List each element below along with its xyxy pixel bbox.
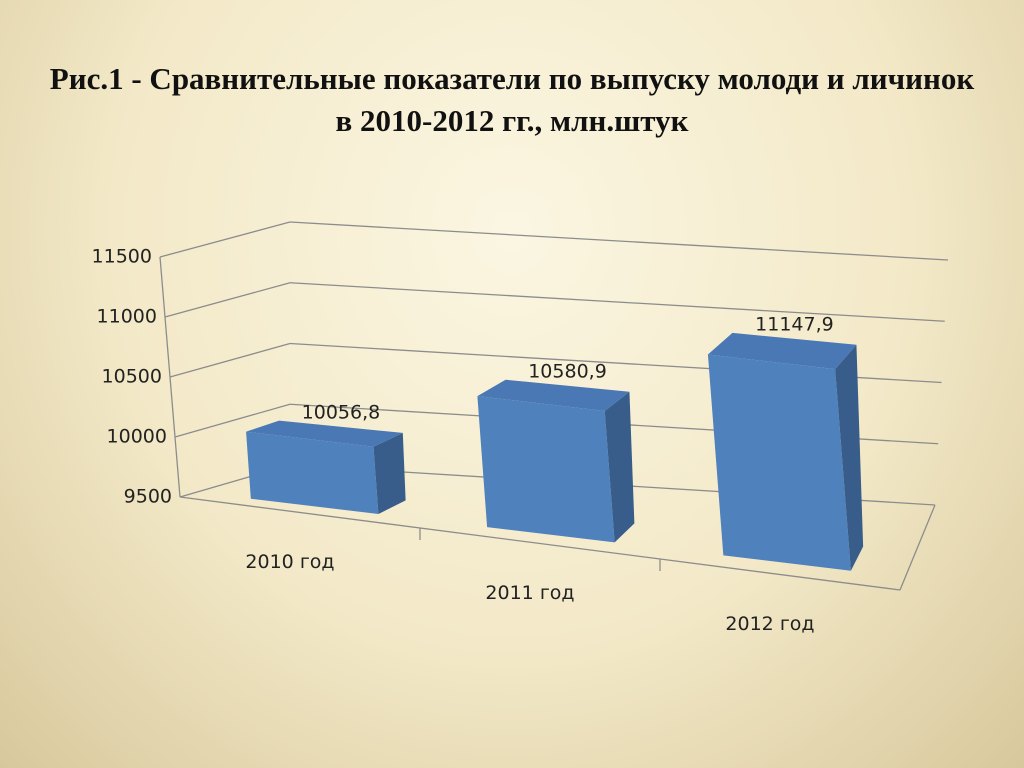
value-label: 11147,9: [755, 313, 834, 335]
bar-front: [707, 354, 851, 571]
bar-front: [477, 396, 615, 543]
grid-line: [289, 221, 949, 261]
bar-front: [246, 431, 379, 515]
bar-side: [835, 344, 864, 571]
y-tick-label: 10000: [107, 426, 167, 448]
floor-edge: [899, 504, 936, 591]
floor-edge: [179, 496, 901, 591]
grid-line: [159, 221, 291, 258]
bar-side: [604, 391, 635, 543]
x-tick-label: 2010 год: [245, 551, 334, 573]
y-tick-label: 11000: [97, 306, 157, 328]
bar-top: [477, 379, 630, 411]
y-tick-label: 9500: [124, 486, 172, 508]
grid-line: [169, 342, 291, 378]
grid-line: [164, 282, 291, 318]
bar-top: [707, 332, 857, 370]
x-tick-label: 2012 год: [725, 613, 814, 635]
value-label: 10580,9: [528, 360, 607, 382]
grid-line: [174, 403, 291, 438]
x-tick-label: 2011 год: [485, 582, 574, 604]
grid-line: [289, 282, 945, 322]
value-label: 10056,8: [302, 401, 381, 423]
bar-top: [246, 420, 403, 447]
bar-side: [373, 432, 406, 515]
chart-title: Рис.1 - Сравнительные показатели по выпу…: [49, 61, 975, 138]
y-tick-label: 11500: [92, 246, 152, 268]
y-tick-label: 10500: [102, 366, 162, 388]
